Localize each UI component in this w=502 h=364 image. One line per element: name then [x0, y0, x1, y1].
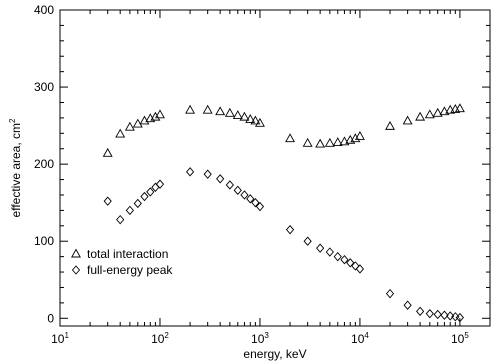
data-point-diamond — [333, 251, 342, 262]
data-point-triangle — [385, 120, 395, 130]
data-point-diamond — [140, 191, 149, 202]
y-tick-label: 300 — [34, 80, 54, 94]
series-full-energy-peak — [103, 167, 465, 323]
data-point-triangle — [332, 137, 343, 147]
data-point-diamond — [340, 255, 349, 265]
y-axis-label: effective area, cm2 — [8, 118, 23, 218]
data-point-triangle — [424, 109, 435, 119]
data-point-triangle — [202, 104, 213, 114]
y-tick-label: 100 — [34, 234, 54, 248]
data-point-diamond — [255, 201, 265, 212]
legend-entry-full-energy-peak: full-energy peak — [71, 263, 173, 277]
data-point-triangle — [415, 111, 426, 121]
data-point-triangle — [150, 111, 161, 121]
y-axis: 0 100 200 300 400 — [34, 3, 490, 325]
data-point-diamond — [125, 205, 134, 216]
data-point-diamond — [151, 182, 160, 192]
data-point-diamond — [285, 224, 295, 235]
plot-frame — [59, 9, 491, 327]
data-point-diamond — [203, 169, 212, 179]
data-series — [102, 103, 465, 323]
data-point-diamond — [303, 236, 312, 246]
legend-label-full-energy-peak: full-energy peak — [87, 263, 173, 277]
data-point-diamond — [416, 306, 425, 317]
x-tick-label: 105 — [451, 331, 469, 346]
legend-entry-total-interaction: total interaction — [71, 247, 168, 261]
data-point-diamond — [455, 312, 465, 323]
data-point-triangle — [245, 114, 256, 123]
legend-label-total-interaction: total interaction — [87, 247, 168, 261]
data-point-triangle — [339, 136, 350, 146]
data-point-diamond — [240, 190, 249, 200]
x-axis: 101 102 103 104 105 — [51, 10, 469, 346]
data-point-diamond — [440, 310, 449, 320]
x-tick-label: 101 — [51, 331, 69, 346]
legend-marker-diamond — [71, 265, 81, 275]
x-tick-label: 103 — [251, 331, 269, 346]
data-point-triangle — [239, 111, 250, 121]
data-point-triangle — [315, 138, 326, 148]
data-point-triangle — [102, 147, 113, 157]
data-point-diamond — [246, 194, 255, 204]
data-point-diamond — [146, 187, 155, 197]
data-point-diamond — [251, 197, 260, 208]
data-point-diamond — [225, 180, 234, 190]
series-total-interaction — [102, 103, 465, 157]
data-point-diamond — [316, 243, 325, 253]
data-point-triangle — [215, 106, 226, 116]
data-point-diamond — [155, 179, 165, 189]
data-point-triangle — [224, 107, 235, 117]
data-point-triangle — [254, 117, 265, 127]
data-point-diamond — [346, 258, 355, 268]
data-point-diamond — [325, 247, 334, 257]
data-point-diamond — [351, 261, 360, 271]
data-point-triangle — [432, 107, 443, 117]
data-point-triangle — [350, 133, 361, 143]
data-point-triangle — [155, 109, 165, 119]
data-point-diamond — [133, 198, 142, 209]
x-axis-label: energy, keV — [243, 347, 306, 361]
data-point-triangle — [354, 130, 365, 140]
legend: total interaction full-energy peak — [71, 247, 173, 277]
data-point-diamond — [385, 288, 395, 299]
data-point-triangle — [402, 115, 413, 125]
y-tick-label: 0 — [47, 311, 54, 325]
data-point-triangle — [185, 104, 196, 114]
data-point-diamond — [433, 309, 442, 320]
data-point-triangle — [454, 103, 465, 113]
data-point-triangle — [232, 110, 243, 120]
data-point-diamond — [216, 174, 225, 184]
data-point-triangle — [250, 115, 261, 125]
y-tick-label: 200 — [34, 157, 54, 171]
data-point-diamond — [403, 300, 412, 310]
x-tick-label: 104 — [351, 331, 369, 346]
data-point-triangle — [324, 137, 335, 147]
x-tick-label: 102 — [151, 331, 169, 346]
data-point-diamond — [233, 185, 242, 196]
data-point-triangle — [139, 115, 150, 125]
data-point-diamond — [355, 264, 365, 274]
data-point-diamond — [116, 214, 125, 225]
data-point-triangle — [302, 137, 313, 147]
data-point-triangle — [124, 121, 135, 131]
y-tick-label: 400 — [34, 3, 54, 17]
data-point-diamond — [425, 308, 434, 319]
data-point-triangle — [115, 128, 126, 138]
data-point-triangle — [285, 133, 296, 143]
data-point-diamond — [103, 196, 112, 206]
data-point-triangle — [132, 118, 143, 128]
data-point-triangle — [439, 106, 450, 116]
data-point-diamond — [185, 167, 195, 177]
data-point-diamond — [446, 311, 455, 321]
legend-marker-triangle — [71, 248, 81, 258]
